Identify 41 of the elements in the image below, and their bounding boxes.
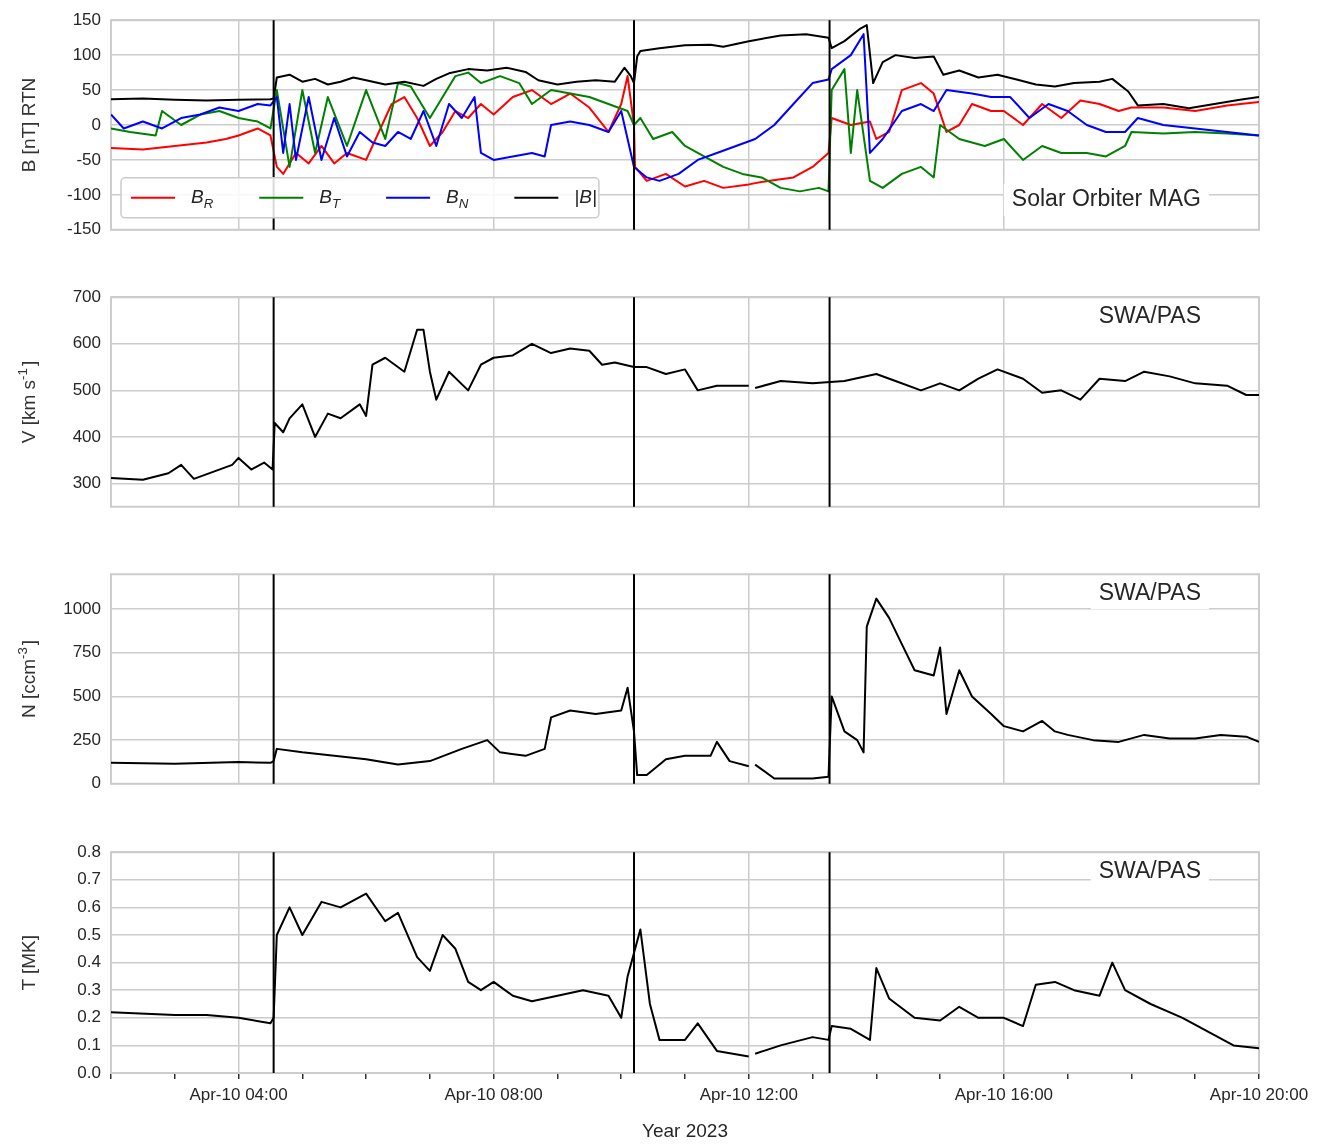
y-axis-title: V [km s-1]: [15, 360, 40, 444]
annotation: SWA/PAS: [1098, 578, 1202, 605]
y-tick-label: 500: [72, 380, 101, 400]
y-tick-label: 0: [91, 114, 101, 134]
y-tick-label: 0.2: [77, 1007, 101, 1027]
y-tick-label: 100: [72, 44, 101, 64]
y-tick-label: 0.7: [77, 869, 101, 889]
y-tick-label: 750: [72, 642, 101, 662]
y-tick-label: 1000: [63, 598, 101, 618]
y-axis-title: B [nT] RTN: [18, 77, 40, 173]
y-tick-label: 0.1: [77, 1035, 101, 1055]
annotation: SWA/PAS: [1098, 301, 1202, 328]
y-tick-label: -50: [76, 149, 101, 169]
y-tick-label: 0.6: [77, 897, 101, 917]
y-tick-label: 400: [72, 426, 101, 446]
y-tick-label: -150: [66, 219, 101, 239]
annotation: SWA/PAS: [1098, 856, 1202, 883]
x-axis-title: Year 2023: [642, 1119, 728, 1141]
x-tick-label: Apr-10 04:00: [189, 1084, 288, 1104]
y-tick-label: 0.8: [77, 841, 101, 861]
y-axis-title: N [ccm-3]: [15, 639, 40, 719]
y-axis-title: T [MK]: [18, 934, 40, 991]
y-tick-label: 50: [82, 79, 101, 99]
y-tick-label: 0.4: [77, 952, 101, 972]
y-tick-label: -100: [66, 184, 101, 204]
y-tick-label: 0.5: [77, 924, 101, 944]
y-tick-label: 0.3: [77, 979, 101, 999]
annotation: Solar Orbiter MAG: [1011, 185, 1201, 212]
y-tick-label: 150: [72, 9, 101, 29]
y-tick-label: 0.0: [77, 1062, 101, 1082]
legend-label: |B|: [574, 186, 597, 208]
y-tick-label: 300: [72, 473, 101, 493]
x-tick-label: Apr-10 08:00: [444, 1084, 543, 1104]
x-tick-label: Apr-10 20:00: [1209, 1084, 1309, 1104]
y-tick-label: 700: [72, 286, 101, 306]
y-tick-label: 0: [91, 773, 101, 793]
y-tick-label: 600: [72, 333, 101, 353]
x-tick-label: Apr-10 12:00: [699, 1084, 798, 1104]
x-tick-label: Apr-10 16:00: [954, 1084, 1054, 1104]
y-tick-label: 500: [72, 686, 101, 706]
y-tick-label: 250: [72, 729, 101, 749]
